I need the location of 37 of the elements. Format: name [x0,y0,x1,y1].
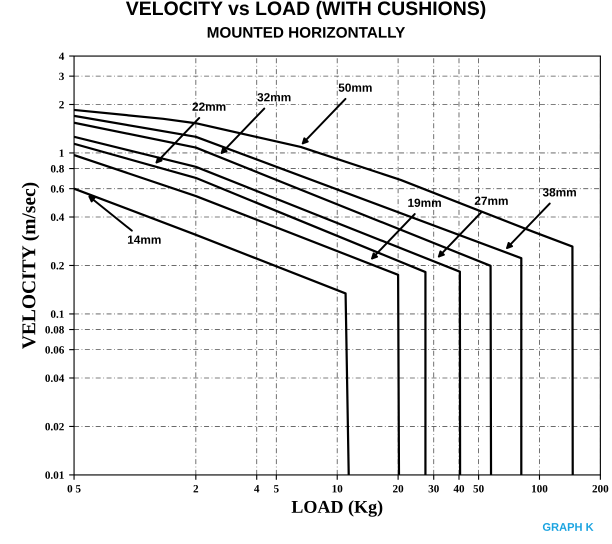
y-tick-label: 0.08 [45,326,64,334]
x-tick-label: 0 5 [68,484,81,492]
y-tick-label: 0.06 [45,346,64,354]
annotation: 22mm [192,102,226,111]
x-tick-label: 50 [473,484,484,492]
y-tick-label: 0.1 [50,310,64,318]
y-tick-label: 3 [59,72,64,80]
x-tick-label: 100 [532,484,548,492]
x-tick-label: 4 [254,485,260,492]
chart-subtitle: MOUNTED HORIZONTALLY [208,26,406,38]
x-tick-label: 10 [332,484,342,492]
x-tick-label: 200 [592,484,608,492]
y-tick-label: 0.8 [50,165,64,173]
annotation: 19mm [408,198,441,207]
y-axis-title: VELOCITY (m/sec) [22,182,40,349]
x-axis-title: LOAD (Kg) [292,500,382,517]
y-tick-label: 0.01 [45,471,64,479]
y-tick-label: 0.4 [50,213,64,222]
x-tick-label: 5 [274,485,279,492]
y-tick-label: 0.2 [50,262,64,270]
y-tick-label: 4 [58,52,64,60]
annotation: 14mm [128,236,161,244]
chart-title: VELOCITY vs LOAD (WITH CUSHIONS) [126,0,486,20]
y-tick-label: 0.6 [50,185,64,193]
y-tick-label: 0.02 [45,422,64,430]
annotation: 32mm [257,93,290,102]
text: GRAPH K [542,523,594,531]
x-tick-label: 30 [428,484,439,492]
y-tick-label: 1 [60,149,64,157]
y-tick-label: 2 [59,100,64,108]
x-tick-label: 2 [194,484,198,492]
annotation: 27mm [474,196,508,205]
annotation: 50mm [338,83,372,92]
annotation: 38mm [542,188,576,196]
x-tick-label: 20 [393,484,404,492]
y-tick-label: 0.04 [45,374,64,382]
x-tick-label: 40 [454,484,464,492]
